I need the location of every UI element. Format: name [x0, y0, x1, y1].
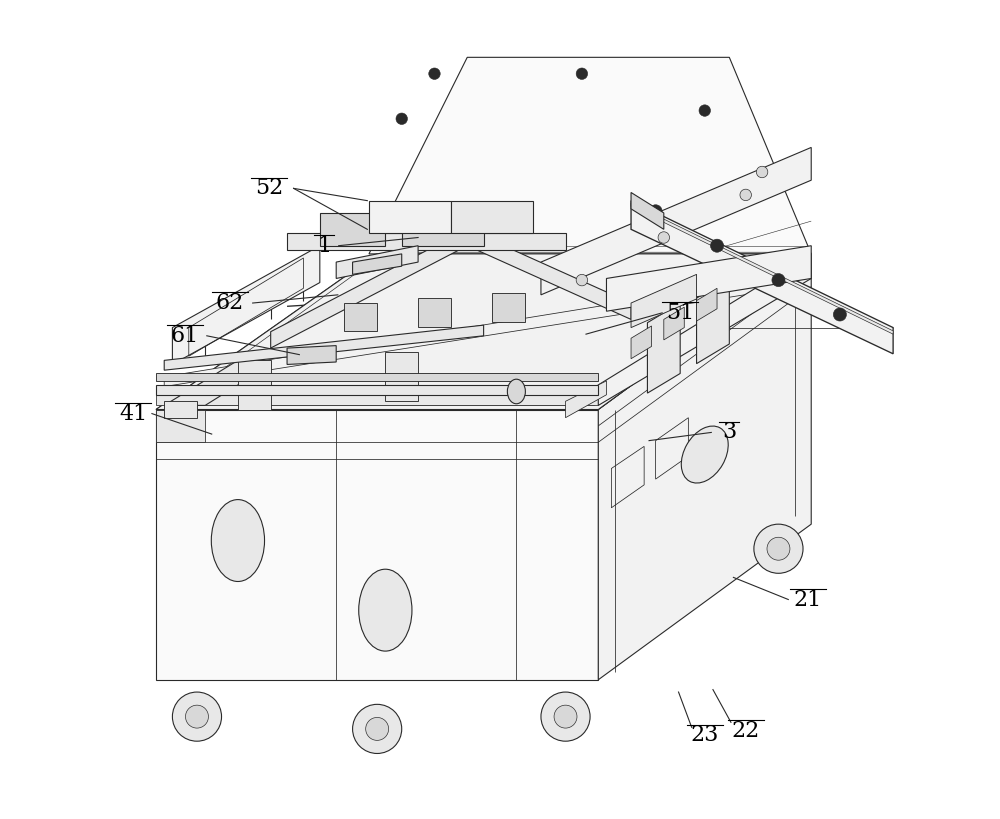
- Polygon shape: [287, 346, 336, 364]
- Polygon shape: [598, 254, 811, 405]
- Polygon shape: [156, 410, 205, 442]
- Polygon shape: [402, 209, 484, 246]
- Circle shape: [754, 524, 803, 573]
- Text: 41: 41: [119, 403, 147, 424]
- Polygon shape: [271, 229, 467, 348]
- Polygon shape: [697, 278, 729, 364]
- Polygon shape: [156, 254, 811, 410]
- Circle shape: [740, 189, 751, 201]
- Polygon shape: [418, 298, 451, 327]
- Polygon shape: [631, 192, 664, 229]
- Circle shape: [396, 113, 407, 124]
- Polygon shape: [156, 410, 598, 680]
- Text: 21: 21: [794, 589, 822, 610]
- Ellipse shape: [359, 569, 412, 651]
- Polygon shape: [156, 385, 598, 395]
- Polygon shape: [320, 213, 385, 246]
- Polygon shape: [353, 254, 402, 274]
- Polygon shape: [156, 254, 811, 410]
- Text: 23: 23: [691, 725, 719, 746]
- Circle shape: [767, 537, 790, 560]
- Polygon shape: [385, 352, 418, 401]
- Circle shape: [756, 166, 768, 178]
- Polygon shape: [164, 401, 197, 418]
- Polygon shape: [697, 288, 717, 321]
- Polygon shape: [164, 325, 484, 370]
- Circle shape: [172, 692, 222, 741]
- Polygon shape: [172, 246, 320, 364]
- Polygon shape: [631, 326, 652, 359]
- Text: 52: 52: [255, 178, 283, 199]
- Circle shape: [576, 274, 588, 286]
- Text: 3: 3: [722, 422, 736, 443]
- Polygon shape: [647, 303, 680, 393]
- Ellipse shape: [507, 379, 525, 404]
- Polygon shape: [156, 373, 598, 381]
- Polygon shape: [369, 201, 451, 233]
- Polygon shape: [164, 278, 770, 387]
- Ellipse shape: [211, 500, 265, 581]
- Polygon shape: [606, 246, 811, 311]
- Text: 22: 22: [732, 720, 760, 741]
- Circle shape: [658, 232, 670, 243]
- Polygon shape: [598, 254, 811, 680]
- Polygon shape: [238, 360, 271, 410]
- Circle shape: [429, 68, 440, 79]
- Text: 62: 62: [216, 292, 244, 314]
- Polygon shape: [369, 57, 811, 254]
- Text: 51: 51: [666, 302, 694, 324]
- Circle shape: [710, 239, 724, 252]
- Polygon shape: [541, 147, 811, 295]
- Circle shape: [772, 274, 785, 287]
- Polygon shape: [156, 393, 598, 405]
- Circle shape: [353, 704, 402, 753]
- Polygon shape: [631, 201, 893, 354]
- Polygon shape: [467, 229, 631, 319]
- Circle shape: [541, 692, 590, 741]
- Polygon shape: [164, 360, 271, 405]
- Circle shape: [554, 705, 577, 728]
- Circle shape: [649, 205, 662, 218]
- Circle shape: [186, 705, 208, 728]
- Circle shape: [833, 308, 846, 321]
- Polygon shape: [566, 381, 606, 418]
- Polygon shape: [631, 203, 893, 334]
- Circle shape: [576, 68, 588, 79]
- Polygon shape: [451, 201, 533, 233]
- Polygon shape: [287, 233, 566, 250]
- Circle shape: [699, 105, 710, 116]
- Polygon shape: [664, 307, 684, 340]
- Polygon shape: [492, 293, 525, 322]
- Polygon shape: [336, 246, 418, 278]
- Ellipse shape: [681, 426, 728, 483]
- Polygon shape: [631, 274, 697, 328]
- Text: 1: 1: [317, 235, 331, 256]
- Polygon shape: [344, 302, 377, 331]
- Circle shape: [366, 717, 389, 740]
- Text: 61: 61: [171, 325, 199, 346]
